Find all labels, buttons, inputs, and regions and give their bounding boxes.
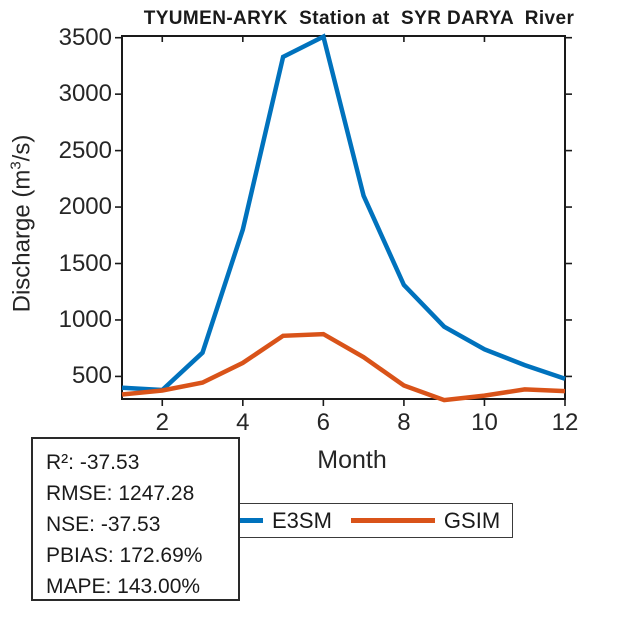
x-axis-label: Month <box>317 446 387 474</box>
gsim-line <box>121 331 566 403</box>
x-tick-label: 12 <box>551 409 579 436</box>
y-tick-label: 1000 <box>58 305 112 333</box>
x-tick-label: 6 <box>316 409 331 436</box>
y-tick-label: 3000 <box>58 80 112 108</box>
legend-swatch-gsim <box>350 518 435 523</box>
y-tick-label: 2500 <box>58 136 112 164</box>
y-axis-label: Discharge (m3/s) <box>7 134 36 313</box>
y-tick-label: 3500 <box>58 23 112 51</box>
legend-label-e3sm: E3SM <box>272 507 332 533</box>
e3sm-line <box>121 33 566 393</box>
axis-box <box>121 35 566 400</box>
stats-box: R²: -37.53 RMSE: 1247.28 NSE: -37.53 PBI… <box>31 437 240 601</box>
stat-rmse: RMSE: 1247.28 <box>46 482 195 505</box>
stat-pbias: PBIAS: 172.69% <box>46 544 203 567</box>
stat-mape: MAPE: 143.00% <box>46 575 201 598</box>
plot-area <box>115 33 572 406</box>
y-tick-label: 2000 <box>58 193 112 221</box>
y-tick-label: 500 <box>71 362 112 390</box>
legend-label-gsim: GSIM <box>443 507 501 533</box>
x-tick-label: 8 <box>397 409 411 436</box>
x-tick-label: 2 <box>155 409 169 436</box>
x-tick-label: 10 <box>471 409 498 436</box>
y-tick-label: 1500 <box>58 249 112 277</box>
x-tick-label: 4 <box>236 409 250 436</box>
stat-r2: R²: -37.53 <box>46 451 140 474</box>
stat-nse: NSE: -37.53 <box>46 513 161 536</box>
chart-title: TYUMEN-ARYK Station at SYR DARYA River <box>143 8 575 29</box>
